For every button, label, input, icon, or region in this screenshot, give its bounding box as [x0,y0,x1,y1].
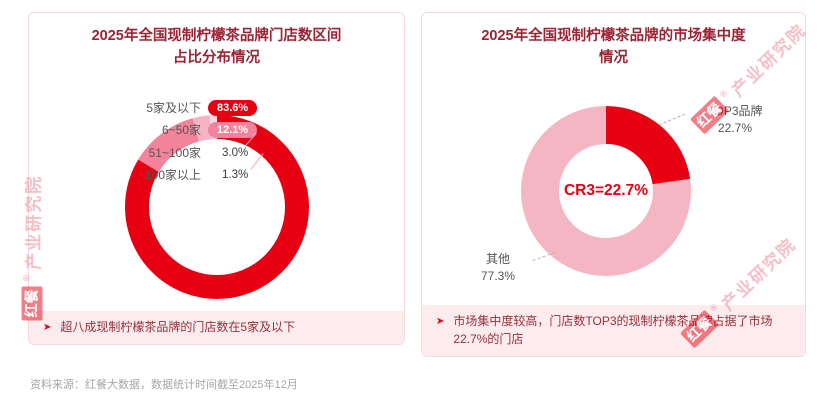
value-label: 1.3% [222,168,249,181]
store-range-donut-chart [125,115,309,299]
top3-name: TOP3品牌 [707,104,763,118]
right-insight-note: ➤ 市场集中度较高，门店数TOP3的现制柠檬茶品牌占据了市场22.7%的门店 [422,305,805,356]
store-count-distribution-card: 2025年全国现制柠檬茶品牌门店数区间 占比分布情况 5家及以下 83.6% 6… [28,12,405,345]
donut-segment-其他 [521,106,691,276]
left-chart-title-line1: 2025年全国现制柠檬茶品牌门店数区间 [91,28,342,44]
left-note-text: 超八成现制柠檬茶品牌的门店数在5家及以下 [60,319,296,334]
category-label: 6~50家 [161,123,201,137]
others-name: 其他 [485,252,510,266]
legend-row-6to50: 6~50家 12.1% [109,121,258,138]
others-value: 77.3% [480,268,516,283]
arrow-marker-icon: ➤ [436,316,445,328]
category-label: 100家以上 [144,168,201,182]
legend-row-51to100: 51~100家 3.0% [109,144,249,161]
legend-row-under5: 5家及以下 83.6% [109,99,258,116]
right-chart-title: 2025年全国现制柠檬茶品牌的市场集中度 情况 [422,26,805,70]
left-insight-note: ➤ 超八成现制柠檬茶品牌的门店数在5家及以下 [29,310,404,344]
legend-row-over100: 100家以上 1.3% [109,166,248,183]
arrow-marker-icon: ➤ [43,321,52,333]
data-source-note: 资料来源：红餐大数据，数据统计时间截至2025年12月 [30,379,298,391]
value-pill: 83.6% [208,99,258,116]
market-concentration-card: 2025年全国现制柠檬茶品牌的市场集中度 情况 CR3=22.7% TOP3品牌… [421,12,806,357]
top3-value: 22.7% [717,120,753,135]
cr3-center-label: CR3=22.7% [563,182,648,199]
top3-callout-label: TOP3品牌 22.7% [687,103,783,137]
value-label: 3.0% [222,146,249,159]
others-callout-label: 其他 77.3% [462,251,534,285]
left-chart-title: 2025年全国现制柠檬茶品牌门店数区间 占比分布情况 [29,26,404,70]
category-label: 51~100家 [148,146,201,160]
right-chart-title-line1: 2025年全国现制柠檬茶品牌的市场集中度 [481,28,746,44]
right-chart-title-line2: 情况 [599,49,628,66]
left-chart-title-line2: 占比分布情况 [173,49,260,66]
value-pill: 12.1% [208,121,258,138]
category-label: 5家及以下 [146,101,201,115]
right-note-text: 市场集中度较高，门店数TOP3的现制柠檬茶品牌占据了市场22.7%的门店 [453,314,773,346]
market-concentration-donut-chart [521,106,691,276]
